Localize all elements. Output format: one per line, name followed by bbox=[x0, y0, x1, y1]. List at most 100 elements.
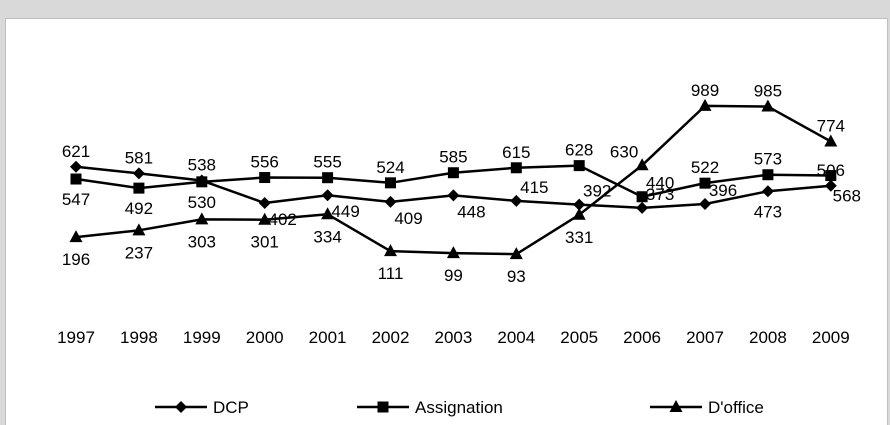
x-tick-2009: 2009 bbox=[812, 328, 850, 347]
data-label-doffice-2005: 331 bbox=[565, 228, 593, 247]
legend-marker-doffice bbox=[669, 400, 683, 412]
marker-dcp-1997 bbox=[70, 160, 82, 173]
data-label-dcp-2008: 473 bbox=[754, 202, 782, 221]
data-label-dcp-1997: 621 bbox=[62, 142, 90, 161]
marker-assignation-1999 bbox=[196, 176, 208, 188]
data-label-assignation-2002: 524 bbox=[376, 158, 404, 177]
marker-dcp-2008 bbox=[761, 185, 774, 198]
marker-doffice-2004 bbox=[509, 247, 523, 260]
marker-assignation-2004 bbox=[510, 162, 522, 174]
marker-assignation-2002 bbox=[385, 177, 396, 189]
marker-dcp-2007 bbox=[699, 198, 711, 211]
marker-assignation-2007 bbox=[699, 177, 711, 189]
legend-label-assignation: Assignation bbox=[415, 398, 503, 417]
x-tick-1997: 1997 bbox=[57, 328, 95, 347]
data-label-assignation-1999: 530 bbox=[188, 193, 216, 212]
legend-marker-assignation bbox=[377, 401, 389, 413]
data-label-assignation-2000: 556 bbox=[251, 153, 279, 172]
legend-label-doffice: D'office bbox=[708, 398, 764, 417]
data-label-doffice-2003: 99 bbox=[444, 266, 463, 285]
marker-assignation-2008 bbox=[762, 169, 774, 181]
marker-assignation-2005 bbox=[573, 160, 585, 172]
x-tick-2001: 2001 bbox=[309, 328, 347, 347]
data-label-assignation-2008: 573 bbox=[754, 150, 782, 169]
x-tick-2007: 2007 bbox=[686, 328, 724, 347]
marker-assignation-1997 bbox=[70, 173, 82, 185]
data-label-dcp-2000: 402 bbox=[269, 210, 297, 229]
data-label-dcp-2006: 373 bbox=[646, 185, 674, 204]
chart-frame bbox=[5, 18, 888, 425]
marker-assignation-2009 bbox=[825, 170, 837, 182]
data-label-doffice-2006: 630 bbox=[610, 142, 638, 161]
data-label-doffice-1997: 196 bbox=[62, 250, 90, 269]
data-label-doffice-2002: 111 bbox=[378, 264, 404, 283]
marker-dcp-2009 bbox=[824, 179, 837, 192]
data-label-assignation-2009: 568 bbox=[833, 187, 861, 206]
marker-assignation-2000 bbox=[259, 172, 271, 184]
data-label-assignation-1997: 547 bbox=[62, 190, 90, 209]
data-label-doffice-1998: 237 bbox=[125, 243, 153, 262]
marker-assignation-1998 bbox=[133, 182, 145, 194]
x-tick-2008: 2008 bbox=[749, 328, 787, 347]
x-tick-1998: 1998 bbox=[120, 328, 158, 347]
data-label-doffice-2001: 334 bbox=[313, 227, 341, 246]
x-tick-2000: 2000 bbox=[246, 328, 284, 347]
data-label-doffice-2008: 985 bbox=[754, 82, 782, 101]
marker-assignation-2003 bbox=[447, 167, 459, 179]
data-label-assignation-2003: 585 bbox=[439, 148, 467, 167]
legend-marker-dcp bbox=[175, 401, 187, 413]
data-label-doffice-2009: 774 bbox=[817, 116, 845, 135]
marker-doffice-2001 bbox=[321, 207, 335, 220]
marker-doffice-2009 bbox=[824, 134, 838, 147]
data-label-assignation-2001: 555 bbox=[313, 153, 341, 172]
data-label-dcp-2001: 449 bbox=[331, 202, 359, 221]
x-tick-2002: 2002 bbox=[372, 328, 410, 347]
marker-assignation-2001 bbox=[322, 172, 334, 184]
marker-doffice-1999 bbox=[195, 212, 209, 225]
x-tick-2004: 2004 bbox=[497, 328, 535, 347]
data-labels: 621 581 538 402 449 409 448 415 392 373 396 473 506 5… bbox=[62, 81, 861, 286]
marker-doffice-2006 bbox=[635, 158, 649, 171]
x-tick-1999: 1999 bbox=[183, 328, 221, 347]
data-label-assignation-2006: 440 bbox=[646, 174, 674, 193]
x-tick-labels: 1997 1998 1999 2000 2001 2002 2003 2004 2005 2006… bbox=[57, 328, 850, 347]
data-label-dcp-1999: 538 bbox=[188, 156, 216, 175]
marker-dcp-2001 bbox=[321, 189, 334, 202]
marker-dcp-1998 bbox=[132, 167, 145, 180]
x-tick-2006: 2006 bbox=[623, 328, 661, 347]
marker-doffice-2002 bbox=[384, 244, 397, 257]
marker-doffice-2000 bbox=[258, 212, 272, 225]
data-label-doffice-2000: 301 bbox=[251, 233, 279, 252]
data-label-doffice-2007: 989 bbox=[691, 81, 719, 100]
marker-doffice-1998 bbox=[132, 223, 146, 236]
marker-dcp-2000 bbox=[258, 197, 271, 210]
marker-dcp-2005 bbox=[573, 198, 586, 211]
data-label-doffice-1999: 303 bbox=[188, 232, 216, 251]
data-label-doffice-2004: 93 bbox=[507, 267, 526, 286]
marker-dcp-2004 bbox=[510, 194, 523, 207]
marker-doffice-2003 bbox=[446, 246, 460, 259]
data-label-dcp-2009: 506 bbox=[817, 161, 845, 180]
x-tick-2003: 2003 bbox=[434, 328, 472, 347]
marker-dcp-2002 bbox=[384, 195, 397, 208]
data-label-dcp-2004: 415 bbox=[520, 178, 548, 197]
marker-dcp-2006 bbox=[636, 201, 649, 214]
marker-doffice-2007 bbox=[698, 98, 712, 111]
legend-label-dcp: DCP bbox=[213, 398, 249, 417]
data-label-assignation-1998: 492 bbox=[125, 199, 153, 218]
marker-doffice-2005 bbox=[572, 207, 586, 220]
marker-dcp-2003 bbox=[447, 189, 460, 202]
data-label-assignation-2004: 615 bbox=[502, 143, 530, 162]
data-label-assignation-2007: 522 bbox=[691, 158, 719, 177]
data-label-dcp-1998: 581 bbox=[125, 148, 153, 167]
marker-doffice-2008 bbox=[761, 99, 775, 112]
marker-assignation-2006 bbox=[636, 191, 648, 203]
data-label-dcp-2007: 396 bbox=[709, 181, 737, 200]
marker-doffice-1997 bbox=[69, 230, 83, 243]
x-tick-2005: 2005 bbox=[560, 328, 598, 347]
legend: DCP Assignation D'office bbox=[155, 398, 764, 417]
data-label-dcp-2002: 409 bbox=[394, 209, 422, 228]
data-label-assignation-2005: 628 bbox=[565, 141, 593, 160]
series-markers bbox=[69, 98, 838, 260]
